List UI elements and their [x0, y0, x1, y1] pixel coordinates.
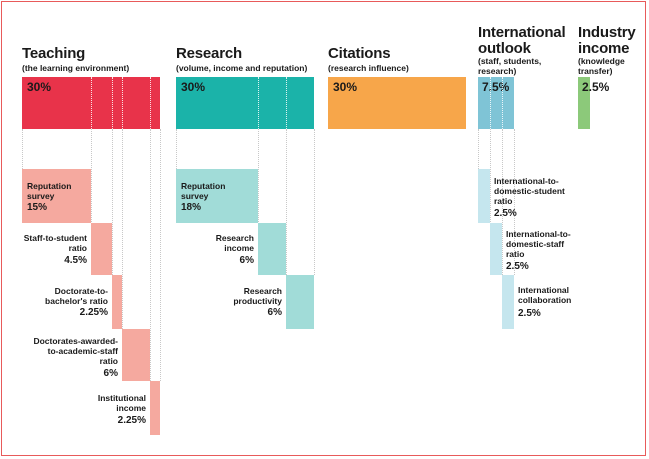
research-income-label: Research income	[215, 233, 254, 253]
teaching-title: Teaching	[22, 45, 86, 62]
doctorates-staff-pct: 6%	[103, 368, 118, 379]
research-guide	[176, 129, 177, 169]
teaching-divider	[91, 77, 92, 129]
research-divider	[286, 77, 287, 129]
staff-student-block	[91, 223, 112, 275]
international-guide	[490, 129, 491, 224]
research-guide	[258, 129, 259, 224]
intl-staff-pct: 2.5%	[506, 261, 529, 272]
international-bar	[478, 77, 514, 129]
intl-collab-block	[502, 275, 514, 329]
citations-title: Citations	[328, 45, 391, 62]
international-guide	[514, 129, 515, 275]
international-divider	[490, 77, 491, 129]
research-reputation-block	[176, 169, 258, 223]
research-bar	[176, 77, 314, 129]
doctorate-bachelor-pct: 2.25%	[79, 307, 108, 318]
intl-student-label: International-to-domestic-student ratio	[494, 176, 565, 206]
research-subtitle: (volume, income and reputation)	[176, 63, 308, 73]
international-title: International outlook	[478, 24, 566, 57]
research-weight: 30%	[181, 80, 206, 94]
teaching-divider	[122, 77, 123, 129]
teaching-guide	[112, 129, 113, 275]
research-income-block	[258, 223, 286, 275]
research-reputation-label: Reputation survey	[181, 181, 226, 201]
international-guide	[502, 129, 503, 275]
institutional-income-pct: 2.25%	[117, 415, 146, 426]
industry-subtitle: (knowledge transfer)	[578, 56, 625, 76]
staff-student-pct: 4.5%	[64, 255, 87, 266]
teaching-weight: 30%	[27, 80, 52, 94]
international-guide	[478, 129, 479, 169]
research-income-pct: 6%	[239, 255, 254, 266]
research-guide	[314, 129, 315, 275]
industry-weight: 2.5%	[582, 80, 610, 94]
doctorates-staff-label: Doctorates-awarded-to-academic-staff rat…	[33, 336, 118, 366]
teaching-reputation-block	[22, 169, 91, 223]
research-productivity-block	[286, 275, 314, 329]
intl-staff-label: International-to-domestic-staff ratio	[506, 229, 571, 259]
teaching-reputation-pct: 15%	[27, 202, 48, 213]
intl-staff-block	[490, 223, 502, 275]
doctorate-bachelor-block	[112, 275, 122, 329]
citations-subtitle: (research influence)	[328, 63, 409, 73]
research-title: Research	[176, 45, 242, 62]
international-divider	[502, 77, 503, 129]
teaching-divider	[112, 77, 113, 129]
doctorates-staff-block	[122, 329, 150, 381]
teaching-guide	[122, 129, 123, 329]
doctorate-bachelor-label: Doctorate-to-bachelor's ratio	[45, 286, 108, 306]
research-guide	[286, 129, 287, 275]
international-weight: 7.5%	[482, 80, 510, 94]
research-productivity-label: Research productivity	[233, 286, 282, 306]
international-subtitle: (staff, students, research)	[478, 56, 542, 76]
teaching-reputation-label: Reputation survey	[27, 181, 72, 201]
intl-student-block	[478, 169, 490, 223]
research-reputation-pct: 18%	[181, 202, 202, 213]
research-productivity-pct: 6%	[267, 307, 282, 318]
teaching-guide	[160, 129, 161, 381]
intl-student-pct: 2.5%	[494, 208, 517, 219]
industry-bar	[578, 77, 590, 129]
teaching-subtitle: (the learning environment)	[22, 63, 130, 73]
citations-bar	[328, 77, 466, 129]
institutional-income-block	[150, 381, 160, 435]
citations-weight: 30%	[333, 80, 358, 94]
teaching-divider	[150, 77, 151, 129]
staff-student-label: Staff-to-student ratio	[23, 233, 87, 253]
industry-title: Industry income	[578, 24, 636, 57]
teaching-guide	[150, 129, 151, 381]
research-divider	[258, 77, 259, 129]
teaching-guide	[91, 129, 92, 224]
teaching-guide	[22, 129, 23, 169]
intl-collab-label: International collaboration	[518, 285, 572, 305]
institutional-income-label: Institutional income	[97, 393, 146, 413]
intl-collab-pct: 2.5%	[518, 308, 541, 319]
